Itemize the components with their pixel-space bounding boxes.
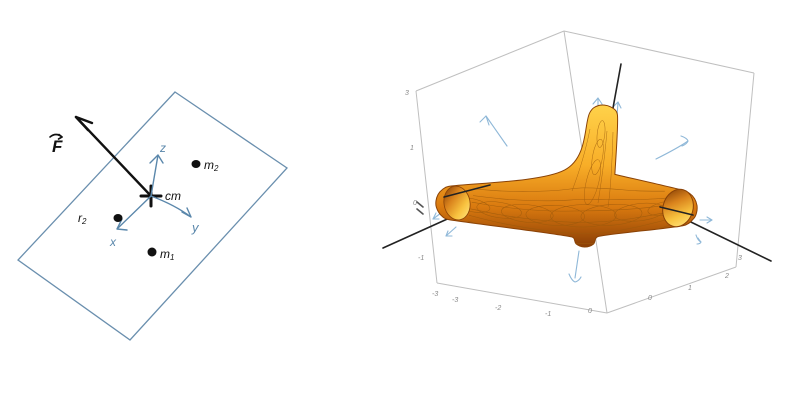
svg-text:x: x: [109, 235, 117, 249]
svg-text:y: y: [191, 220, 200, 235]
svg-text:m1: m1: [160, 247, 174, 262]
svg-text:0: 0: [648, 295, 652, 302]
svg-text:2: 2: [724, 273, 729, 280]
svg-text:cm: cm: [165, 189, 181, 203]
svg-text:z: z: [159, 141, 166, 155]
svg-text:m2: m2: [204, 158, 219, 173]
svg-text:-1: -1: [418, 255, 424, 262]
svg-text:1: 1: [688, 285, 692, 292]
svg-text:-3: -3: [432, 291, 438, 298]
svg-text:1: 1: [410, 145, 414, 152]
svg-text:F: F: [52, 137, 63, 156]
svg-text:0: 0: [588, 308, 592, 315]
svg-text:-3: -3: [452, 297, 458, 304]
svg-text:-1: -1: [545, 311, 551, 318]
svg-text:0: 0: [413, 200, 417, 207]
svg-text:3: 3: [738, 255, 742, 262]
svg-text:3: 3: [405, 90, 409, 97]
svg-text:r2: r2: [78, 211, 87, 226]
svg-text:-2: -2: [495, 305, 501, 312]
